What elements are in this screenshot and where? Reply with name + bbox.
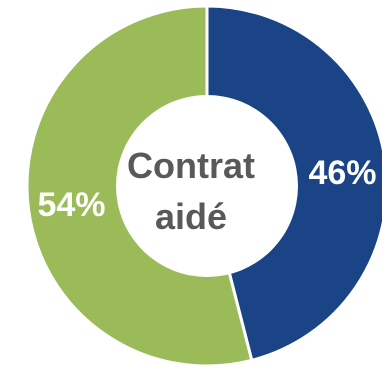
donut-hole xyxy=(116,95,298,277)
center-label-line-2: aidé xyxy=(155,196,227,237)
center-label-line-1: Contrat xyxy=(127,145,255,186)
slice-label-0: 46% xyxy=(308,154,376,192)
slice-labels: 46% 54% xyxy=(37,154,376,224)
slice-label-1: 54% xyxy=(37,186,105,224)
